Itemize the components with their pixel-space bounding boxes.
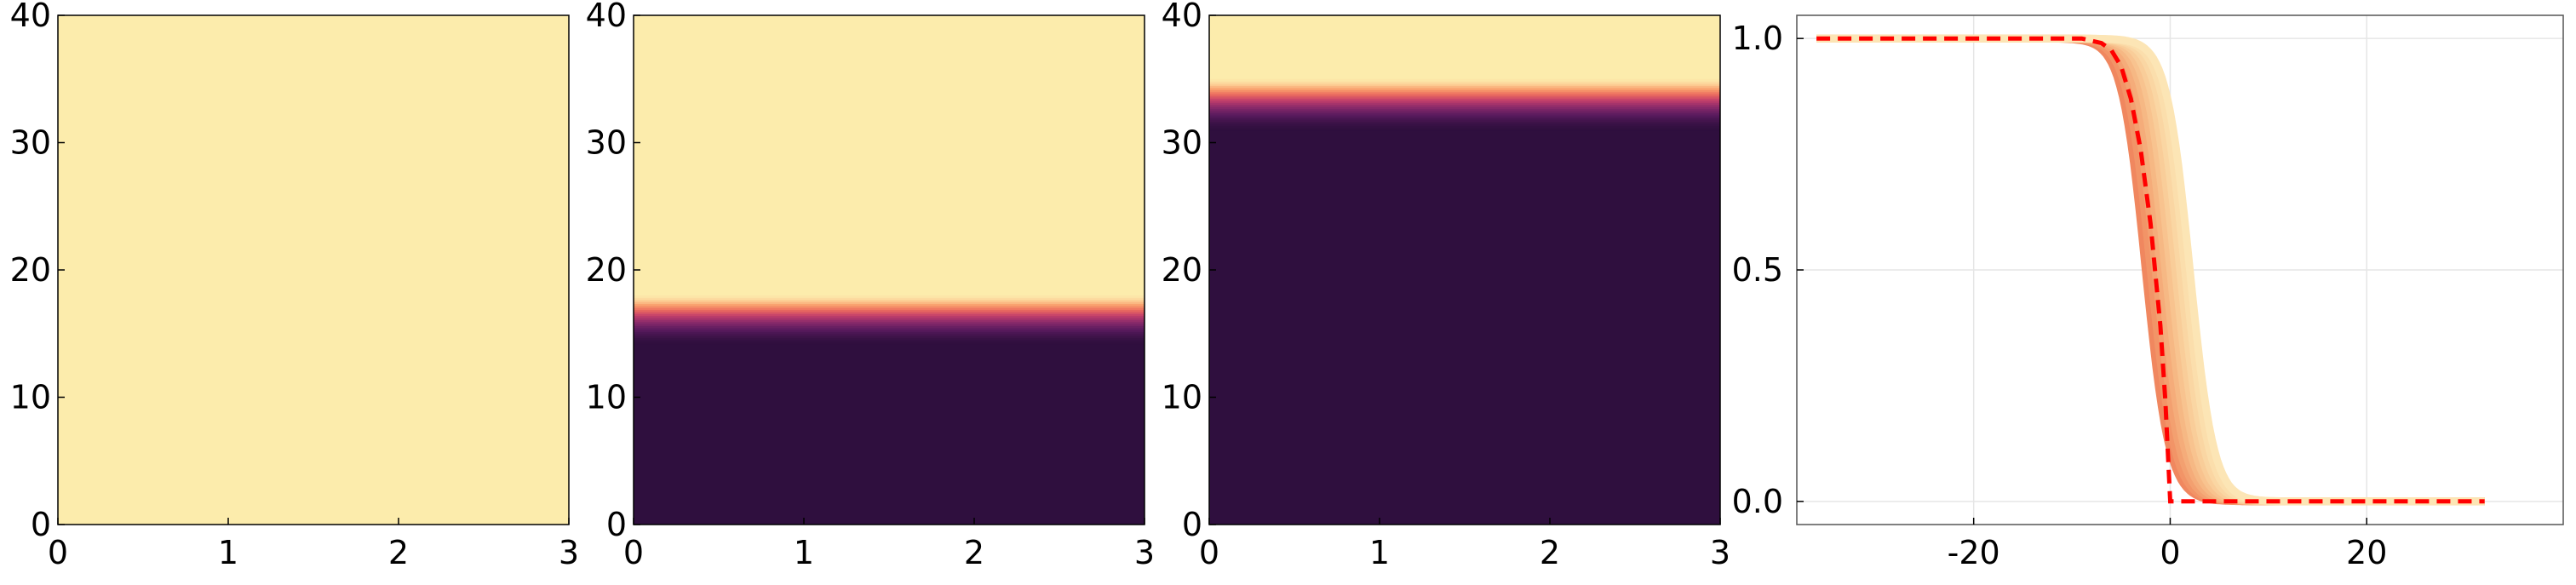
y-tick-label: 10 xyxy=(586,379,627,416)
y-tick-label: 0 xyxy=(606,506,627,543)
heatmap-transition-band xyxy=(1209,81,1720,84)
heatmap-transition-band xyxy=(1209,108,1720,112)
y-tick-label: 30 xyxy=(10,124,51,162)
profile-line-panel: -20 0 20 0.0 0.5 1.0 xyxy=(1732,14,2564,571)
x-tick-label: 2 xyxy=(1540,534,1560,571)
heatmap-transition-band xyxy=(634,341,1145,345)
heatmap-lower-region xyxy=(1209,129,1720,525)
x-tick-label: 1 xyxy=(1369,534,1390,571)
heatmap-transition-band xyxy=(634,295,1145,298)
heatmap-transition-band xyxy=(1209,89,1720,93)
heatmap-upper-region xyxy=(58,15,569,525)
x-tick-label: 0 xyxy=(48,534,68,571)
x-tick-label: 0 xyxy=(1199,534,1219,571)
x-tick-label: 0 xyxy=(2160,534,2180,571)
heatmap-transition-band xyxy=(634,311,1145,314)
heatmap-transition-band xyxy=(634,321,1145,324)
heatmap-transition-band xyxy=(1209,119,1720,123)
heatmap-transition-band xyxy=(634,319,1145,323)
heatmap-transition-band xyxy=(1209,104,1720,107)
x-tick-label: 3 xyxy=(1710,534,1730,571)
heatmap-transition-band xyxy=(634,297,1145,301)
heatmap-transition-band xyxy=(1209,106,1720,110)
x-tick-label: 2 xyxy=(388,534,409,571)
y-tick-label: 40 xyxy=(10,0,51,34)
y-tick-label: 20 xyxy=(1162,251,1202,289)
heatmap-transition-band xyxy=(1209,83,1720,86)
heatmap-transition-band xyxy=(634,333,1145,336)
heatmap-transition-band xyxy=(634,313,1145,317)
y-tick-label: 0.0 xyxy=(1732,483,1783,520)
x-tick-label: -20 xyxy=(1948,534,2000,571)
reference-dashed-line xyxy=(1816,36,2485,504)
heatmap-transition-band xyxy=(1209,111,1720,114)
y-tick-label: 30 xyxy=(586,124,627,162)
y-tick-label: 20 xyxy=(586,251,627,289)
x-tick-label: 0 xyxy=(623,534,644,571)
x-tick-label: 3 xyxy=(559,534,579,571)
heatmap-transition-band xyxy=(1209,100,1720,103)
heatmap-transition-band xyxy=(634,315,1145,318)
x-tick-label: 1 xyxy=(218,534,238,571)
y-tick-label: 10 xyxy=(1162,379,1202,416)
y-tick-label: 20 xyxy=(10,251,51,289)
x-tick-label: 20 xyxy=(2346,534,2387,571)
y-tick-label: 40 xyxy=(586,0,627,34)
heatmap-transition-band xyxy=(634,305,1145,308)
y-tick-label: 0 xyxy=(31,506,51,543)
heatmap-transition-band xyxy=(1209,117,1720,120)
y-tick-label: 0.5 xyxy=(1732,251,1783,289)
heatmap-lower-region xyxy=(634,343,1145,525)
heatmap-transition-band xyxy=(634,325,1145,329)
heatmap-transition-band xyxy=(1209,121,1720,124)
x-tick-label: 2 xyxy=(964,534,984,571)
heatmap-transition-band xyxy=(634,339,1145,342)
heatmap-transition-band xyxy=(1209,125,1720,129)
y-tick-label: 40 xyxy=(1162,0,1202,34)
heatmap-transition-band xyxy=(634,330,1145,333)
heatmap-transition-band xyxy=(1209,98,1720,101)
heatmap-transition-band xyxy=(1209,87,1720,90)
heatmap-transition-band xyxy=(634,336,1145,339)
heatmap-transition-band xyxy=(634,327,1145,330)
y-tick-label: 30 xyxy=(1162,124,1202,162)
heatmap-transition-band xyxy=(1209,112,1720,116)
heatmap-transition-band xyxy=(1209,78,1720,82)
heatmap-transition-band xyxy=(1209,123,1720,127)
heatmap-transition-band xyxy=(634,309,1145,313)
heatmap-transition-band xyxy=(634,301,1145,304)
y-tick-label: 0 xyxy=(1182,506,1202,543)
heatmap-transition-band xyxy=(634,317,1145,320)
heatmap-transition-band xyxy=(1209,128,1720,131)
x-tick-label: 3 xyxy=(1134,534,1155,571)
heatmap-transition-band xyxy=(1209,115,1720,118)
x-tick-label: 1 xyxy=(794,534,814,571)
heatmap-transition-band xyxy=(1209,102,1720,106)
heatmap-transition-band xyxy=(634,307,1145,311)
heatmap-transition-band xyxy=(634,324,1145,327)
heatmap-transition-band xyxy=(634,299,1145,302)
y-tick-label: 10 xyxy=(10,379,51,416)
heatmap-transition-band xyxy=(1209,94,1720,97)
heatmap-transition-band xyxy=(1209,95,1720,99)
heatmap-transition-band xyxy=(634,337,1145,341)
heatmap-transition-band xyxy=(1209,91,1720,95)
heatmap-transition-band xyxy=(1209,85,1720,89)
heatmap-transition-band xyxy=(634,331,1145,335)
y-tick-label: 1.0 xyxy=(1732,20,1783,57)
heatmap-transition-band xyxy=(634,303,1145,307)
